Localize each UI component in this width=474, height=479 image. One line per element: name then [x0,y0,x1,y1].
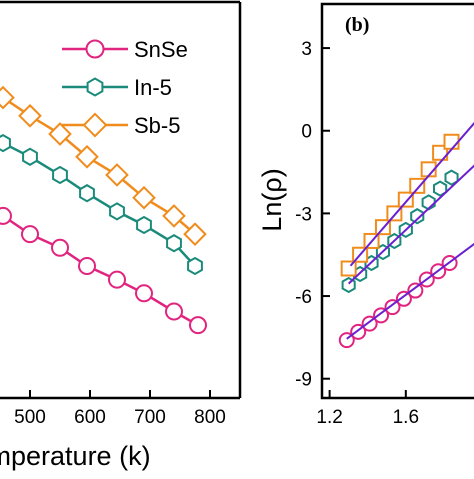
panel-a-x-tick-label: 800 [194,407,226,428]
panel-b-point-sb-5 [443,133,460,150]
panel-b-y-tick-label: -9 [295,370,312,391]
panel-a-point-in-5 [79,184,95,203]
panel-a-x-tick-label: 700 [134,407,166,428]
panel-a-point-sb-5 [162,204,186,228]
panel-a-point-snse [135,284,153,303]
panel-b-fit-line-snse [346,242,474,340]
panel-b-point-snse [384,299,401,316]
panel-b-point-sb-5 [409,177,426,194]
panel-a-point-sb-5 [18,103,42,128]
panel-a-point-in-5 [22,147,38,166]
panel-b-x-tick-label: 1.2 [316,407,342,428]
panel-a-x-tick-label: 600 [74,407,106,428]
panel-a-point-in-5 [166,234,182,253]
panel-a-point-in-5 [136,215,152,235]
panel-a-point-sb-5 [48,122,72,146]
panel-b-y-tick-label: -3 [295,204,312,225]
panel-a-x-tick-label: 500 [14,407,46,428]
panel-b-fit-line-sb-5 [349,121,474,267]
panel-a-point-sb-5 [132,185,156,210]
legend-marker-snse [85,39,105,59]
legend-label-sb-5: Sb-5 [134,113,180,138]
panel-a-point-snse [21,225,39,244]
panel-b-plot-area [338,121,474,349]
panel-a-point-snse [165,302,183,321]
panel-b-x-tick-label: 1.6 [393,407,419,428]
legend: SnSe In-5 Sb-5 [62,37,188,138]
legend-label-snse: SnSe [134,37,188,62]
panel-a-point-sb-5 [183,222,207,246]
panel-a-point-sb-5 [0,85,15,110]
panel-a-point-in-5 [0,133,11,153]
panel-a-point-snse [189,316,207,335]
panel-a-x-ticks: 400500600700800 [14,390,226,428]
panel-b-frame [320,2,474,400]
panel-b-x-ticks: 1.2 1.6 [316,390,419,428]
legend-marker-sb-5 [82,112,108,138]
panel-b-point-sb-5 [397,191,414,208]
legend-label-in-5: In-5 [134,75,172,100]
panel-b-label: (b) [345,14,369,36]
panel-b-y-tick-label: 0 [301,122,312,143]
panel-b-fit-line-in-5 [347,164,474,285]
panel-a-x-axis-title: Temperature (k) [0,441,151,471]
panel-b-y-axis-title: Ln(ρ) [257,168,287,231]
panel-a-point-sb-5 [75,144,99,169]
panel-b-y-tick-label: -6 [295,287,312,308]
panel-a-point-snse [78,257,96,275]
panel-a-point-snse [108,270,126,289]
panel-b-point-snse [395,290,412,307]
panel-b-point-in-5 [444,169,459,186]
panel-b-point-snse [407,282,424,299]
panel-a-point-in-5 [109,202,125,221]
panel-b-point-in-5 [433,180,448,197]
panel-a-point-in-5 [52,165,68,185]
panel-a-point-sb-5 [105,163,129,187]
panel-b-y-tick-label: 3 [301,39,312,60]
panel-a-point-snse [51,238,69,257]
legend-marker-in-5 [86,77,104,97]
panel-b-y-ticks: 3 0 -3 -6 -9 [295,39,330,391]
panel-a-plot-area [0,85,207,335]
panel-a-point-in-5 [187,256,203,276]
panel-a-point-snse [0,206,12,225]
